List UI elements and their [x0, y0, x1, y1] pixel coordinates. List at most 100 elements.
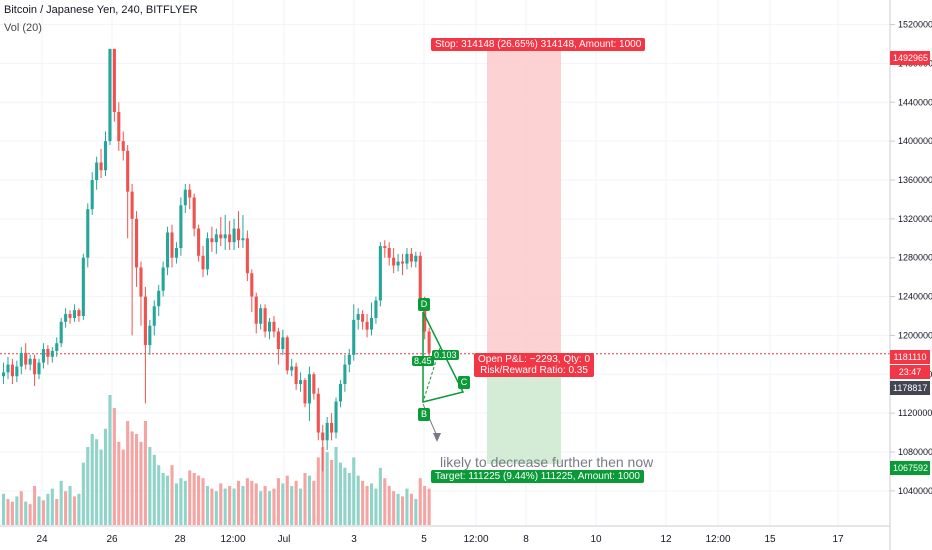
- candle-body: [237, 229, 240, 241]
- analysis-note[interactable]: likely to decrease further then now: [440, 454, 653, 470]
- volume-bar: [33, 486, 36, 525]
- volume-bar: [117, 442, 120, 525]
- target-label[interactable]: Target: 111225 (9.44%) 111225, Amount: 1…: [431, 470, 644, 483]
- volume-bar: [366, 486, 369, 525]
- candle-body: [259, 308, 262, 324]
- volume-bar: [46, 494, 49, 525]
- volume-bar: [144, 421, 147, 525]
- volume-bar: [339, 463, 342, 525]
- candle-body: [184, 190, 187, 206]
- candle-body: [215, 234, 218, 242]
- volume-bar: [264, 486, 267, 525]
- volume-bar: [197, 476, 200, 525]
- volume-bar: [95, 439, 98, 525]
- candle-body: [268, 322, 271, 332]
- volume-bar: [15, 496, 18, 525]
- price-tick-label: 1280000: [898, 253, 932, 263]
- volume-bar: [51, 489, 54, 525]
- volume-indicator-label[interactable]: Vol (20): [4, 22, 42, 34]
- volume-bar: [104, 429, 107, 525]
- volume-bar: [281, 483, 284, 525]
- volume-bar: [64, 491, 67, 525]
- volume-bar: [206, 486, 209, 525]
- volume-bar: [179, 478, 182, 525]
- volume-bar: [131, 431, 134, 525]
- time-tick-label: Jul: [278, 534, 291, 545]
- volume-bar: [157, 465, 160, 525]
- candle-body: [126, 151, 129, 192]
- candle-body: [108, 49, 111, 141]
- candle-body: [228, 234, 231, 242]
- price-axis[interactable]: 1040000108000011200001160000120000012400…: [890, 20, 932, 496]
- candle-body: [295, 367, 298, 384]
- candle-body: [224, 234, 227, 238]
- volume-bar: [108, 395, 111, 525]
- stop-zone: [487, 51, 561, 356]
- candle-body: [357, 314, 360, 320]
- volume-bar: [410, 494, 413, 525]
- candle-body: [162, 267, 165, 290]
- candle-body: [64, 314, 67, 322]
- candle-body: [193, 197, 196, 228]
- volume-bar: [24, 502, 27, 525]
- entry-price-label: 1178817: [890, 381, 930, 395]
- symbol-title[interactable]: Bitcoin / Japanese Yen, 240, BITFLYER: [4, 4, 198, 16]
- candle-body: [91, 180, 94, 209]
- price-tick-label: 1360000: [898, 175, 932, 185]
- candle-body: [201, 256, 204, 270]
- volume-bar: [77, 494, 80, 525]
- point-b-label[interactable]: B: [418, 408, 430, 421]
- volume-bar: [219, 483, 222, 525]
- price-tick-label: 1080000: [898, 447, 932, 457]
- candle-body: [379, 246, 382, 300]
- ratio-right-label: 0.103: [432, 350, 459, 360]
- candle-body: [117, 112, 120, 141]
- volume-bar: [246, 478, 249, 525]
- stop-label[interactable]: Stop: 314148 (26.65%) 314148, Amount: 10…: [431, 38, 645, 51]
- volume-bar: [122, 450, 125, 525]
- point-d-label[interactable]: D: [418, 298, 430, 311]
- volume-bar: [37, 496, 40, 525]
- volume-bar: [397, 494, 400, 525]
- time-tick-label: 24: [36, 534, 48, 545]
- volume-bar: [357, 476, 360, 525]
- volume-bar: [2, 494, 5, 525]
- volume-bar: [308, 476, 311, 525]
- volume-bar: [361, 481, 364, 525]
- time-tick-label: 26: [106, 534, 118, 545]
- candle-body: [73, 310, 76, 318]
- volume-bar: [6, 499, 9, 525]
- time-axis[interactable]: 24 26 28 12:00 Jul 3 5 12:00 8 10 12 12:00 15 17: [36, 534, 844, 545]
- candle-body: [6, 365, 9, 373]
- volume-bar: [73, 496, 76, 525]
- candle-body: [100, 163, 103, 171]
- price-tick-label: 1400000: [898, 136, 932, 146]
- volume-bar: [237, 481, 240, 525]
- candle-body: [366, 322, 369, 330]
- candle-body: [51, 351, 54, 357]
- volume-bar: [135, 434, 138, 525]
- volume-bar: [184, 481, 187, 525]
- volume-bar: [414, 499, 417, 525]
- candle-body: [42, 349, 45, 363]
- candle-body: [29, 359, 32, 365]
- candle-body: [179, 205, 182, 248]
- candle-body: [343, 365, 346, 384]
- volume-bar: [268, 491, 271, 525]
- volume-bar: [100, 450, 103, 525]
- price-tick-label: 1320000: [898, 214, 932, 224]
- pnl-label[interactable]: Open P&L: −2293, Qty: 0 Risk/Reward Rati…: [474, 353, 594, 377]
- candle-body: [113, 49, 116, 112]
- volume-bar: [162, 473, 165, 525]
- candle-body: [15, 367, 18, 377]
- candle-body: [86, 209, 89, 258]
- candle-body: [241, 238, 244, 240]
- candle-body: [95, 163, 98, 180]
- candle-body: [20, 353, 23, 367]
- point-c-label[interactable]: C: [458, 376, 470, 389]
- volume-bar: [166, 476, 169, 525]
- volume-bar: [228, 486, 231, 525]
- volume-bar: [312, 481, 315, 525]
- candle-body: [157, 291, 160, 307]
- time-tick-label: 3: [351, 534, 357, 545]
